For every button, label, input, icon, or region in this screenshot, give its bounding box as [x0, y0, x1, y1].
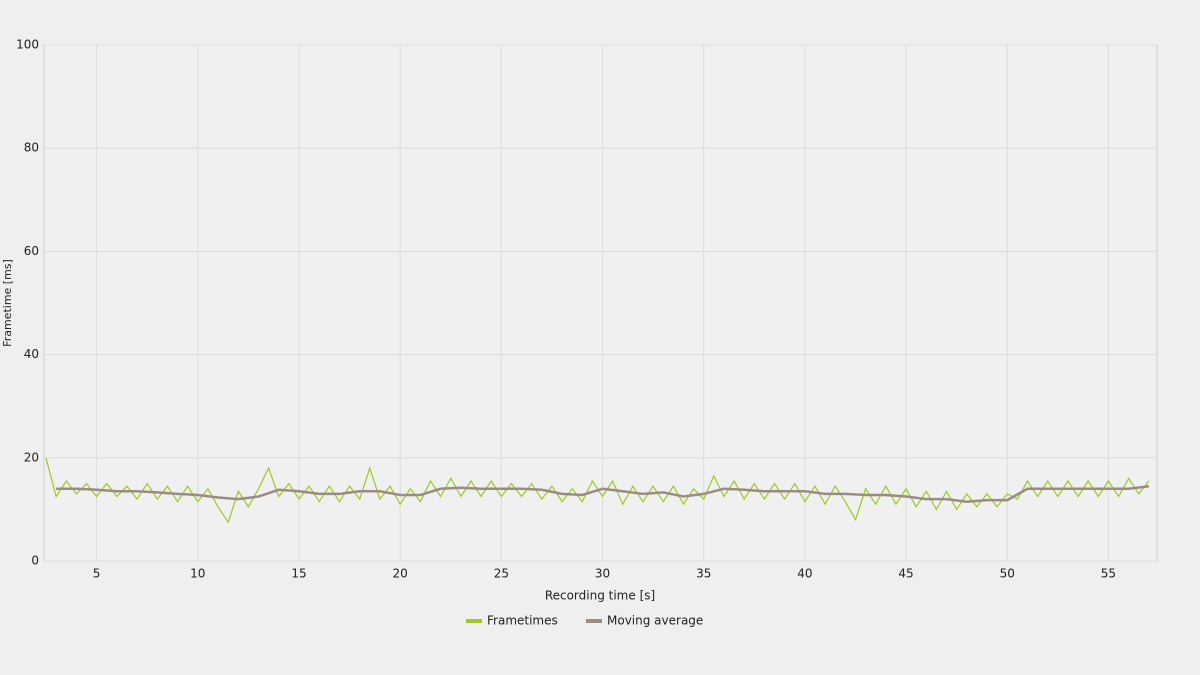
x-tick-label: 45: [898, 567, 913, 581]
x-tick-label: 50: [1000, 567, 1015, 581]
y-tick-label: 40: [24, 347, 39, 361]
legend-swatch: [466, 619, 482, 623]
x-tick-label: 30: [595, 567, 610, 581]
x-tick-label: 40: [797, 567, 812, 581]
x-tick-label: 25: [494, 567, 509, 581]
legend-label: Frametimes: [487, 614, 558, 628]
y-axis-label: Frametime [ms]: [1, 259, 14, 347]
series-line: [45, 457, 1150, 524]
x-tick-label: 15: [291, 567, 306, 581]
x-axis-label: Recording time [s]: [545, 589, 655, 603]
y-tick-label: 0: [31, 554, 39, 568]
plot-area: [43, 44, 1158, 562]
x-tick-label: 5: [93, 567, 101, 581]
y-tick-label: 100: [16, 38, 39, 52]
y-tick-label: 60: [24, 244, 39, 258]
x-tick-label: 20: [393, 567, 408, 581]
y-tick-label: 80: [24, 141, 39, 155]
legend-label: Moving average: [607, 614, 703, 628]
series-line: [56, 484, 1150, 503]
x-tick-label: 35: [696, 567, 711, 581]
y-tick-label: 20: [24, 450, 39, 464]
legend-swatch: [586, 619, 602, 623]
x-tick-label: 10: [190, 567, 205, 581]
x-tick-label: 55: [1101, 567, 1116, 581]
